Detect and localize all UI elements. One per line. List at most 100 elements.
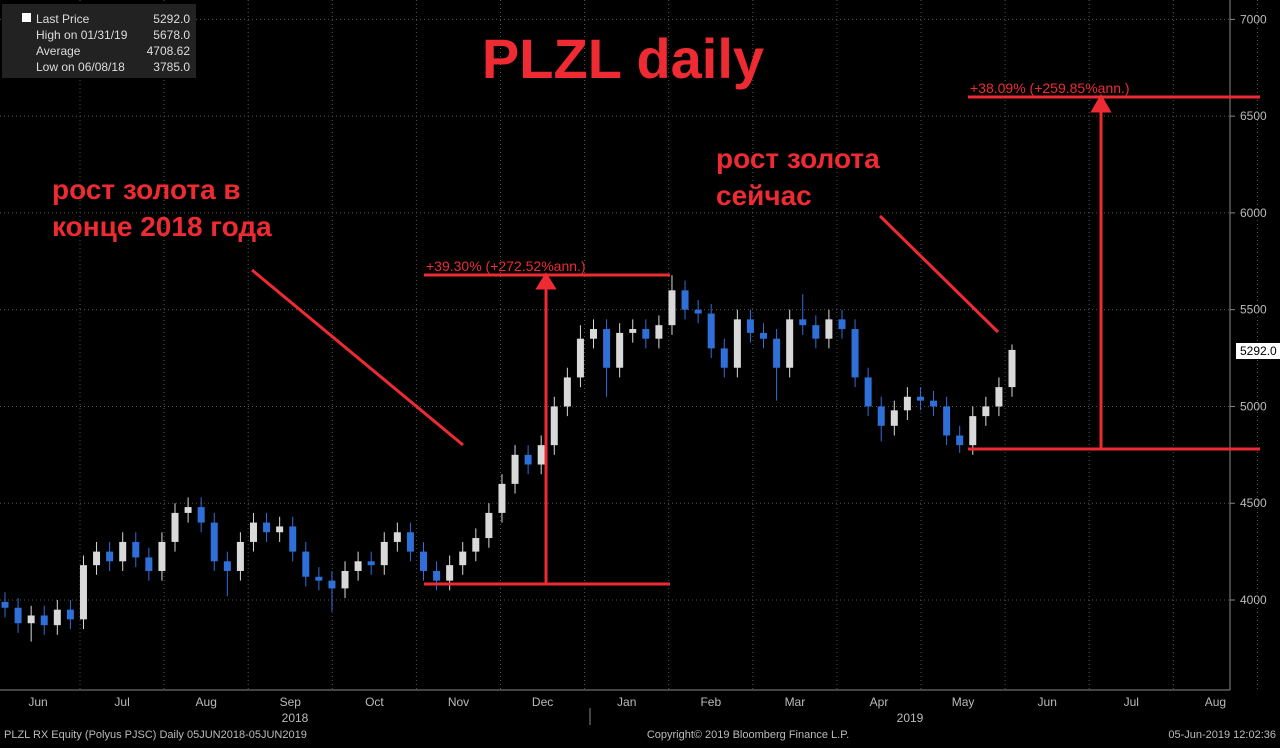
candle-body xyxy=(877,406,885,426)
x-tick-label: Jun xyxy=(1038,695,1057,709)
candle-body xyxy=(590,329,598,339)
y-tick-label: 5500 xyxy=(1240,303,1267,317)
arrow xyxy=(535,272,557,290)
year-label: 2018 xyxy=(282,711,309,725)
legend: Last Price 5292.0 High on 01/31/19 5678.0 Av… xyxy=(36,12,190,74)
candle-body xyxy=(419,551,427,571)
candle-body xyxy=(616,332,624,368)
candle-body xyxy=(184,507,192,513)
pointer xyxy=(878,214,1000,334)
candle-body xyxy=(40,615,48,626)
candle-body xyxy=(66,609,74,620)
candle-body xyxy=(328,580,336,589)
year-label: 2019 xyxy=(897,711,924,725)
candle-body xyxy=(1008,349,1016,388)
footer-left: PLZL RX Equity (Polyus PJSC) Daily 05JUN… xyxy=(4,729,307,741)
legend-value: 5292.0 xyxy=(153,12,190,26)
candle-body xyxy=(1,601,9,608)
title: PLZL daily xyxy=(482,27,764,90)
candle-body xyxy=(851,329,859,378)
candle-body xyxy=(171,512,179,542)
candle-body xyxy=(498,483,506,513)
candle-body xyxy=(433,570,441,581)
y-tick-label: 5000 xyxy=(1240,399,1267,413)
candle-body xyxy=(27,615,35,624)
legend-label: Last Price xyxy=(36,12,90,26)
y-tick-label: 4500 xyxy=(1240,496,1267,510)
footer-right: 05-Jun-2019 12:02:36 xyxy=(1168,729,1276,741)
legend-value: 4708.62 xyxy=(147,44,191,58)
candle-body xyxy=(302,551,310,577)
x-tick-label: Nov xyxy=(448,695,469,709)
candle-body xyxy=(969,416,977,446)
candle-body xyxy=(603,329,611,368)
pointer xyxy=(251,268,464,447)
candle-body xyxy=(864,377,872,407)
x-tick-label: Dec xyxy=(532,695,553,709)
x-tick-label: Mar xyxy=(785,695,806,709)
candle-body xyxy=(132,541,140,558)
candle-body xyxy=(786,319,794,368)
candle-body xyxy=(576,338,584,378)
x-tick-label: Oct xyxy=(365,695,384,709)
x-tick-label: Apr xyxy=(870,695,889,709)
legend-value: 3785.0 xyxy=(153,60,190,74)
candle-body xyxy=(903,396,911,411)
candle-body xyxy=(263,522,271,533)
annotation: конце 2018 года xyxy=(52,211,272,242)
candle-body xyxy=(668,290,676,326)
candle-body xyxy=(733,319,741,368)
candle-body xyxy=(197,507,205,523)
candle-body xyxy=(930,400,938,407)
candle-body xyxy=(145,557,153,571)
candle-body xyxy=(799,319,807,326)
y-tick-label: 7000 xyxy=(1240,12,1267,26)
candle-body xyxy=(812,325,820,339)
footer-center: Copyright© 2019 Bloomberg Finance L.P. xyxy=(647,729,849,741)
annotation: рост золота xyxy=(716,143,880,174)
x-labels: Jun Jul Aug Sep Oct Nov Dec Jan Feb Mar Apr May Jun J… xyxy=(28,695,1226,725)
x-tick-label: Jul xyxy=(1124,695,1139,709)
annotation: +38.09% (+259.85%ann.) xyxy=(970,80,1130,96)
candle-body xyxy=(446,565,454,581)
candle-body xyxy=(773,338,781,368)
x-tick-label: May xyxy=(952,695,975,709)
candle-body xyxy=(982,406,990,417)
candle-body xyxy=(825,319,833,339)
candle-body xyxy=(459,551,467,566)
candle-body xyxy=(210,522,218,562)
x-tick-label: Jul xyxy=(114,695,129,709)
y-tick-label: 6500 xyxy=(1240,109,1267,123)
candle-body xyxy=(406,532,414,552)
x-tick-label: Jan xyxy=(617,695,636,709)
candle-body xyxy=(720,348,728,368)
candle-body xyxy=(158,541,166,571)
arrow xyxy=(1090,93,1112,113)
legend-label: High on 01/31/19 xyxy=(36,28,128,42)
candle-body xyxy=(746,319,754,333)
candle-body xyxy=(524,454,532,465)
legend-icon xyxy=(22,13,31,22)
candles xyxy=(1,275,1016,642)
candle-body xyxy=(354,561,362,571)
x-tick-label: Sep xyxy=(280,695,302,709)
candle-body xyxy=(223,561,231,571)
candle-body xyxy=(380,541,388,566)
x-tick-label: Feb xyxy=(700,695,721,709)
annotation: сейчас xyxy=(716,180,812,211)
candle-body xyxy=(956,435,964,446)
annotation: рост золота в xyxy=(52,174,241,205)
candle-body xyxy=(760,332,768,339)
candle-body xyxy=(916,396,924,401)
candle-body xyxy=(694,309,702,314)
last-price-label: 5292.0 xyxy=(1240,344,1277,358)
annotation: +39.30% (+272.52%ann.) xyxy=(426,258,586,274)
candle-body xyxy=(485,512,493,539)
candle-body xyxy=(943,406,951,436)
candle-body xyxy=(236,541,244,571)
last-price-tag xyxy=(1236,343,1280,359)
y-tick-label: 4000 xyxy=(1240,593,1267,607)
